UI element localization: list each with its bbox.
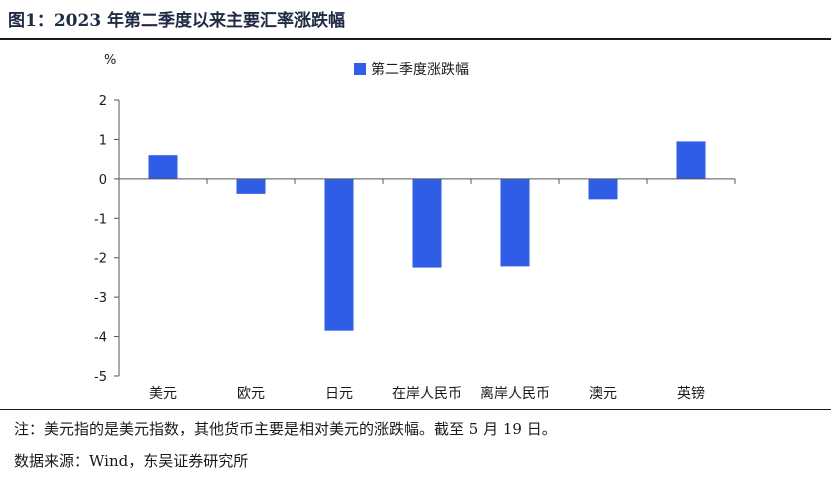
y-tick-label: -2 [94,252,107,267]
legend: 第二季度涨跌幅 [354,61,469,78]
legend-label: 第二季度涨跌幅 [371,61,469,78]
legend-swatch [354,63,366,75]
y-tick-label: -5 [94,370,107,385]
y-tick-label: 2 [99,94,107,109]
y-tick-label: 0 [99,173,107,188]
x-tick-labels: 美元 欧元 日元 在岸人民币 离岸人民币 澳元 英镑 [149,385,705,402]
x-tick-label: 离岸人民币 [480,385,550,402]
bar-4 [412,178,442,268]
y-tick-label: 1 [99,133,107,148]
x-tick-label: 在岸人民币 [392,386,462,402]
x-tick-label: 澳元 [589,386,617,402]
figure-note: 注：美元指的是美元指数，其他货币主要是相对美元的涨跌幅。截至 5 月 19 日。 [14,420,557,438]
x-tick-label: 日元 [325,386,353,402]
bar-1 [148,155,178,179]
y-tick-label: -3 [94,291,107,306]
x-axis [118,178,736,184]
bar-series [148,141,706,331]
figure-title: 图1：2023 年第二季度以来主要汇率涨跌幅 [8,11,346,31]
y-tick-label: -1 [94,212,107,227]
x-tick-label: 英镑 [677,385,705,402]
bar-3 [324,178,354,331]
x-tick-label: 美元 [149,386,177,402]
bottom-rule [0,409,831,410]
bar-7 [676,141,706,179]
bar-5 [500,178,530,267]
y-axis: 2 1 0 -1 -2 -3 -4 -5 [94,94,120,385]
figure-source: 数据来源：Wind，东吴证券研究所 [14,452,249,470]
x-tick-label: 欧元 [237,386,265,402]
y-axis-unit: % [104,53,116,68]
top-rule [0,38,831,40]
bar-6 [588,178,618,200]
bar-chart: 第二季度涨跌幅 % 2 1 0 -1 -2 -3 -4 -5 美元 欧元 日元 在岸人民币 离岸人民币… [94,53,736,402]
bar-2 [236,178,266,194]
y-tick-label: -4 [94,331,107,346]
